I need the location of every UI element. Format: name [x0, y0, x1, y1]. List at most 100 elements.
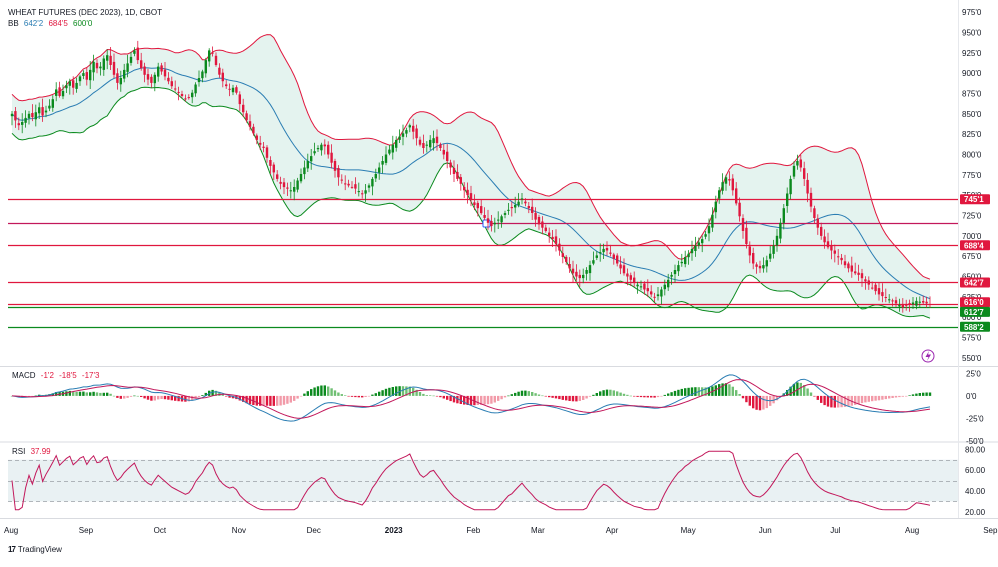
candle-body	[490, 221, 493, 226]
candle-body	[752, 253, 755, 264]
candle-body	[248, 121, 252, 127]
candle-body	[881, 292, 884, 297]
macd-bar	[337, 392, 340, 396]
macd-bar	[255, 395, 258, 406]
candle-body	[221, 72, 224, 82]
candle-body	[816, 218, 819, 228]
candle-body	[911, 302, 915, 305]
candle-body	[602, 248, 605, 253]
macd-bar	[262, 395, 265, 406]
bb-legend-lower: 600'0	[73, 19, 93, 28]
macd-bar	[119, 395, 122, 399]
macd-bar	[823, 395, 826, 406]
candle-body	[592, 260, 595, 264]
macd-bar	[915, 393, 918, 396]
rsi-legend: RSI 37.99	[12, 447, 54, 456]
macd-bar	[225, 395, 228, 397]
macd-bar	[123, 395, 126, 399]
macd-bar	[143, 395, 146, 399]
signal-line	[11, 379, 931, 419]
candle-body	[860, 273, 864, 279]
candle-body	[915, 300, 918, 306]
macd-bar	[786, 390, 789, 396]
level-label-bg	[960, 194, 990, 205]
candle-body	[656, 294, 660, 297]
candle-body	[112, 61, 116, 75]
macd-bar	[129, 395, 133, 397]
macd-bar	[299, 395, 303, 397]
candle-body	[473, 202, 476, 205]
price-tick-label: 975'0	[962, 8, 982, 17]
macd-bar	[694, 387, 697, 396]
macd-bar	[670, 392, 673, 396]
candle-body	[510, 207, 513, 209]
level-label-2: 642'7	[964, 279, 984, 288]
candle-body	[133, 50, 136, 54]
candle-body	[571, 268, 575, 274]
macd-bar	[541, 395, 544, 397]
candle-body	[61, 91, 65, 97]
macd-bar	[133, 395, 136, 397]
candle-body	[524, 201, 527, 204]
macd-bar	[391, 387, 394, 396]
macd-tick-label: -25'0	[966, 414, 984, 423]
macd-bar	[792, 383, 796, 396]
candle-body	[503, 213, 507, 215]
candle-body	[299, 174, 303, 182]
candle-body	[803, 168, 806, 179]
candle-body	[153, 74, 156, 84]
macd-bar	[408, 386, 411, 396]
candle-body	[48, 105, 51, 109]
price-tick-label: 825'0	[962, 130, 982, 139]
macd-bar	[497, 395, 500, 401]
macd-bar	[772, 395, 775, 404]
macd-bar	[476, 395, 479, 405]
level-label-3: 616'0	[964, 298, 984, 307]
candle-body	[480, 206, 483, 214]
candle-body	[561, 253, 564, 257]
candle-body	[323, 144, 326, 147]
macd-bar	[609, 389, 612, 396]
candle-body	[609, 252, 612, 254]
macd-bar	[439, 395, 442, 398]
macd-bar	[646, 395, 649, 398]
macd-bar	[517, 391, 520, 396]
candle-body	[78, 76, 82, 82]
candle-body	[68, 81, 71, 86]
macd-bar	[191, 395, 194, 401]
candle-body	[741, 218, 745, 231]
macd-bar	[381, 390, 384, 396]
macd-legend-signal: -17'3	[81, 371, 100, 380]
candle-body	[514, 204, 517, 208]
tradingview-brand[interactable]: 17 TradingView	[8, 545, 62, 554]
candle-body	[140, 60, 143, 69]
macd-bar	[463, 395, 466, 405]
macd-bar	[157, 395, 160, 400]
candle-body	[775, 235, 779, 246]
candle-body	[231, 87, 235, 93]
candle-body	[728, 179, 731, 181]
macd-bar	[619, 392, 622, 396]
macd-bar	[551, 395, 554, 398]
candle-body	[500, 216, 503, 223]
candle-body	[347, 183, 350, 186]
candle-body	[898, 305, 901, 307]
candle-body	[269, 160, 272, 166]
price-tick-label: 875'0	[962, 90, 982, 99]
candle-body	[820, 226, 823, 236]
candle-body	[891, 300, 894, 302]
macd-bar	[483, 395, 486, 405]
rsi-line	[11, 450, 931, 511]
candle-body	[296, 180, 299, 190]
macd-bar	[721, 383, 724, 396]
macd-bar	[401, 386, 405, 396]
time-axis-label: Aug	[4, 526, 18, 535]
macd-bar	[140, 395, 143, 397]
candle-body	[395, 139, 398, 148]
macd-bar	[847, 395, 850, 407]
macd-bar	[796, 382, 799, 396]
macd-bar	[558, 395, 561, 400]
macd-bar	[75, 391, 78, 396]
candle-body	[405, 130, 408, 134]
macd-bar	[333, 390, 337, 396]
